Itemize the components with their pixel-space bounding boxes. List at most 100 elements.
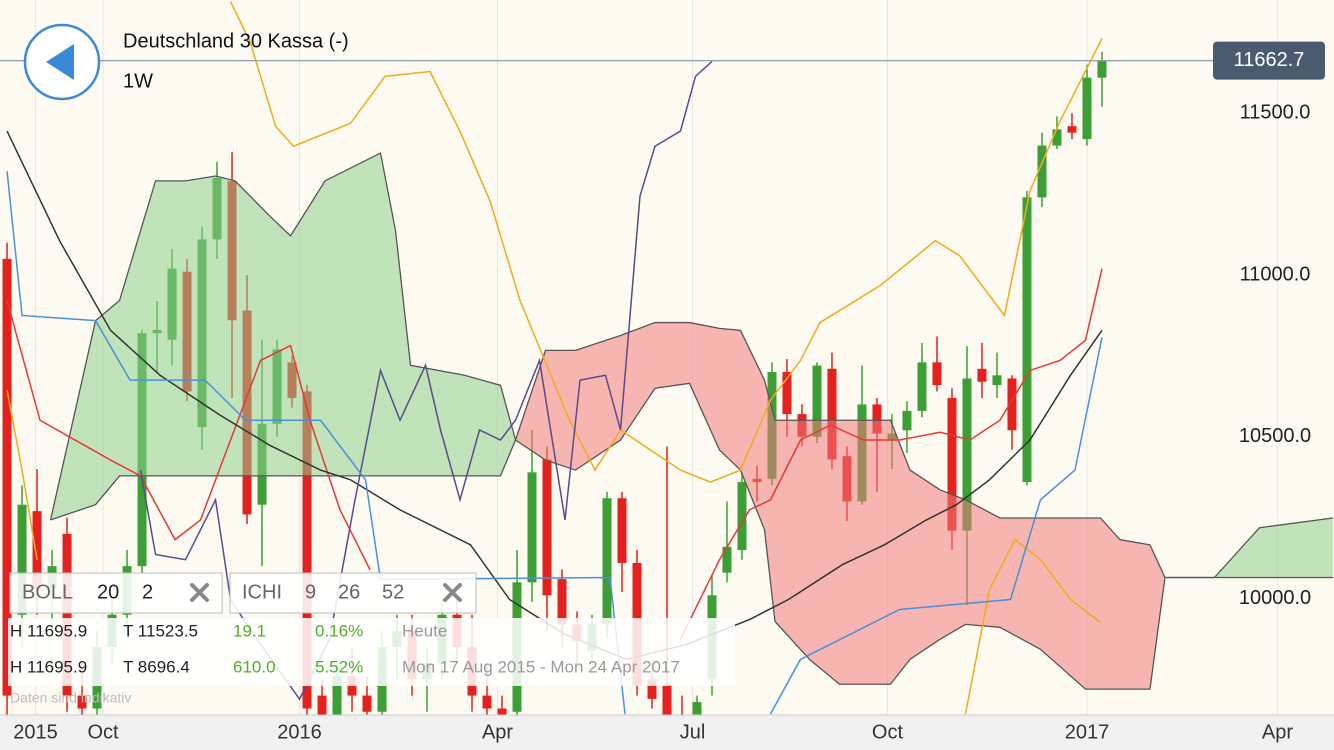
candle-body [542, 459, 552, 596]
cloud-segment [1149, 544, 1165, 690]
cloud-segment [1040, 517, 1086, 690]
candle-body [1097, 60, 1107, 78]
x-tick-label: 2015 [13, 721, 58, 743]
cloud-segment [215, 176, 236, 476]
stat-percent: 5.52% [315, 657, 363, 676]
indicator-ichi[interactable]: ICHI 9 26 52 [229, 572, 477, 614]
indicator-box[interactable] [229, 572, 477, 614]
indicator-name: ICHI [242, 581, 282, 603]
cloud-segment [1085, 517, 1101, 690]
indicator-box[interactable] [9, 572, 223, 614]
back-button[interactable] [23, 23, 101, 101]
cloud-segment [620, 322, 656, 440]
price-label-bg [1213, 41, 1325, 80]
candle-body [1082, 77, 1092, 140]
y-tick-label: 11000.0 [1240, 263, 1311, 285]
candle-body [362, 695, 372, 712]
cloud-segment [1119, 539, 1150, 690]
x-tick-label: Jul [680, 721, 706, 743]
candle-body [737, 482, 747, 550]
cloud-segment [155, 180, 186, 476]
indicator-line [6, 300, 371, 571]
indicator-param: 52 [382, 581, 404, 603]
x-axis-band [0, 715, 1334, 750]
stat-high: H 11695.9 [10, 657, 87, 676]
candle-body [617, 498, 627, 563]
indicator-name: BOLL [22, 581, 73, 603]
cloud-edge [49, 152, 1334, 690]
stat-period: Heute [402, 621, 447, 640]
candle-body [917, 362, 927, 411]
x-tick-label: Apr [1262, 721, 1293, 743]
x-tick-label: Apr [482, 721, 513, 743]
cloud-segment [939, 489, 966, 640]
cloud-segment [545, 350, 576, 471]
candle-body [692, 702, 702, 715]
candle-body [812, 365, 822, 437]
cloud-segment [774, 420, 810, 660]
indicator-line [964, 538, 1101, 715]
cloud-segment [269, 215, 291, 476]
cloud-segment [890, 420, 910, 685]
candle-body [992, 375, 1002, 385]
cloud-segment [95, 300, 120, 505]
cloud-segment [235, 180, 270, 476]
candle-body [62, 533, 72, 696]
stat-change: 19.1 [233, 621, 266, 640]
cloud-segment [290, 180, 326, 476]
x-tick-label: 2016 [277, 721, 322, 743]
cloud-segment [809, 420, 840, 685]
candle-body [17, 504, 27, 615]
cloud-segment [119, 180, 156, 476]
indicator-line [769, 337, 1103, 715]
indicator-boll[interactable]: BOLL 20 2 [9, 572, 223, 614]
candle-body [872, 404, 882, 434]
back-arrow[interactable] [46, 44, 74, 80]
cloud-segment [655, 322, 690, 389]
interval[interactable]: 1W [123, 70, 153, 92]
candle-body [1052, 129, 1062, 146]
indicator-param: 26 [338, 581, 360, 603]
indicator-line [679, 268, 1103, 640]
indicator-param: 9 [305, 581, 316, 603]
candle-body [602, 498, 612, 625]
remove-icon[interactable] [443, 583, 462, 602]
cloud-segment [464, 375, 501, 476]
stats-box [8, 618, 735, 686]
cloud-segment [325, 153, 381, 476]
price-label: 11662.7 [1234, 49, 1305, 71]
candle-body [932, 362, 942, 385]
candle-body [332, 676, 342, 715]
candle-body [947, 397, 957, 531]
x-tick-label: Oct [87, 721, 119, 743]
cloud-segment [689, 322, 720, 451]
candle-body [647, 679, 657, 699]
indicator-line [229, 1, 1103, 483]
candle-body [1067, 126, 1077, 133]
indicator-param: 2 [142, 581, 153, 603]
remove-icon[interactable] [190, 583, 209, 602]
x-tick-label: 2017 [1065, 721, 1110, 743]
candle-body [782, 372, 792, 415]
cloud-segment [740, 330, 765, 530]
cloud-segment [395, 230, 411, 476]
cloud-segment [965, 499, 1000, 628]
axes: 2015 Oct 2016 Apr Jul Oct 2017 Apr 10000.0 10500.… [0, 41, 1325, 743]
candle-body [317, 695, 327, 715]
candle-body [32, 511, 42, 589]
instrument-title: Deutschland 30 Kassa (-) [123, 30, 349, 52]
cloud-segment [909, 470, 940, 660]
y-tick-label: 10500.0 [1239, 425, 1311, 447]
x-tick-label: Oct [872, 721, 904, 743]
cloud-segment [410, 365, 465, 476]
cloud-segment [185, 176, 216, 476]
y-tick-label: 10000.0 [1239, 587, 1311, 609]
stat-change: 610.0 [233, 657, 276, 676]
cloud-segment [1100, 517, 1120, 690]
stat-period: Mon 17 Aug 2015 - Mon 24 Apr 2017 [402, 657, 680, 676]
candle-body [827, 368, 837, 460]
candle-body [527, 472, 537, 583]
candle-body [662, 684, 672, 715]
